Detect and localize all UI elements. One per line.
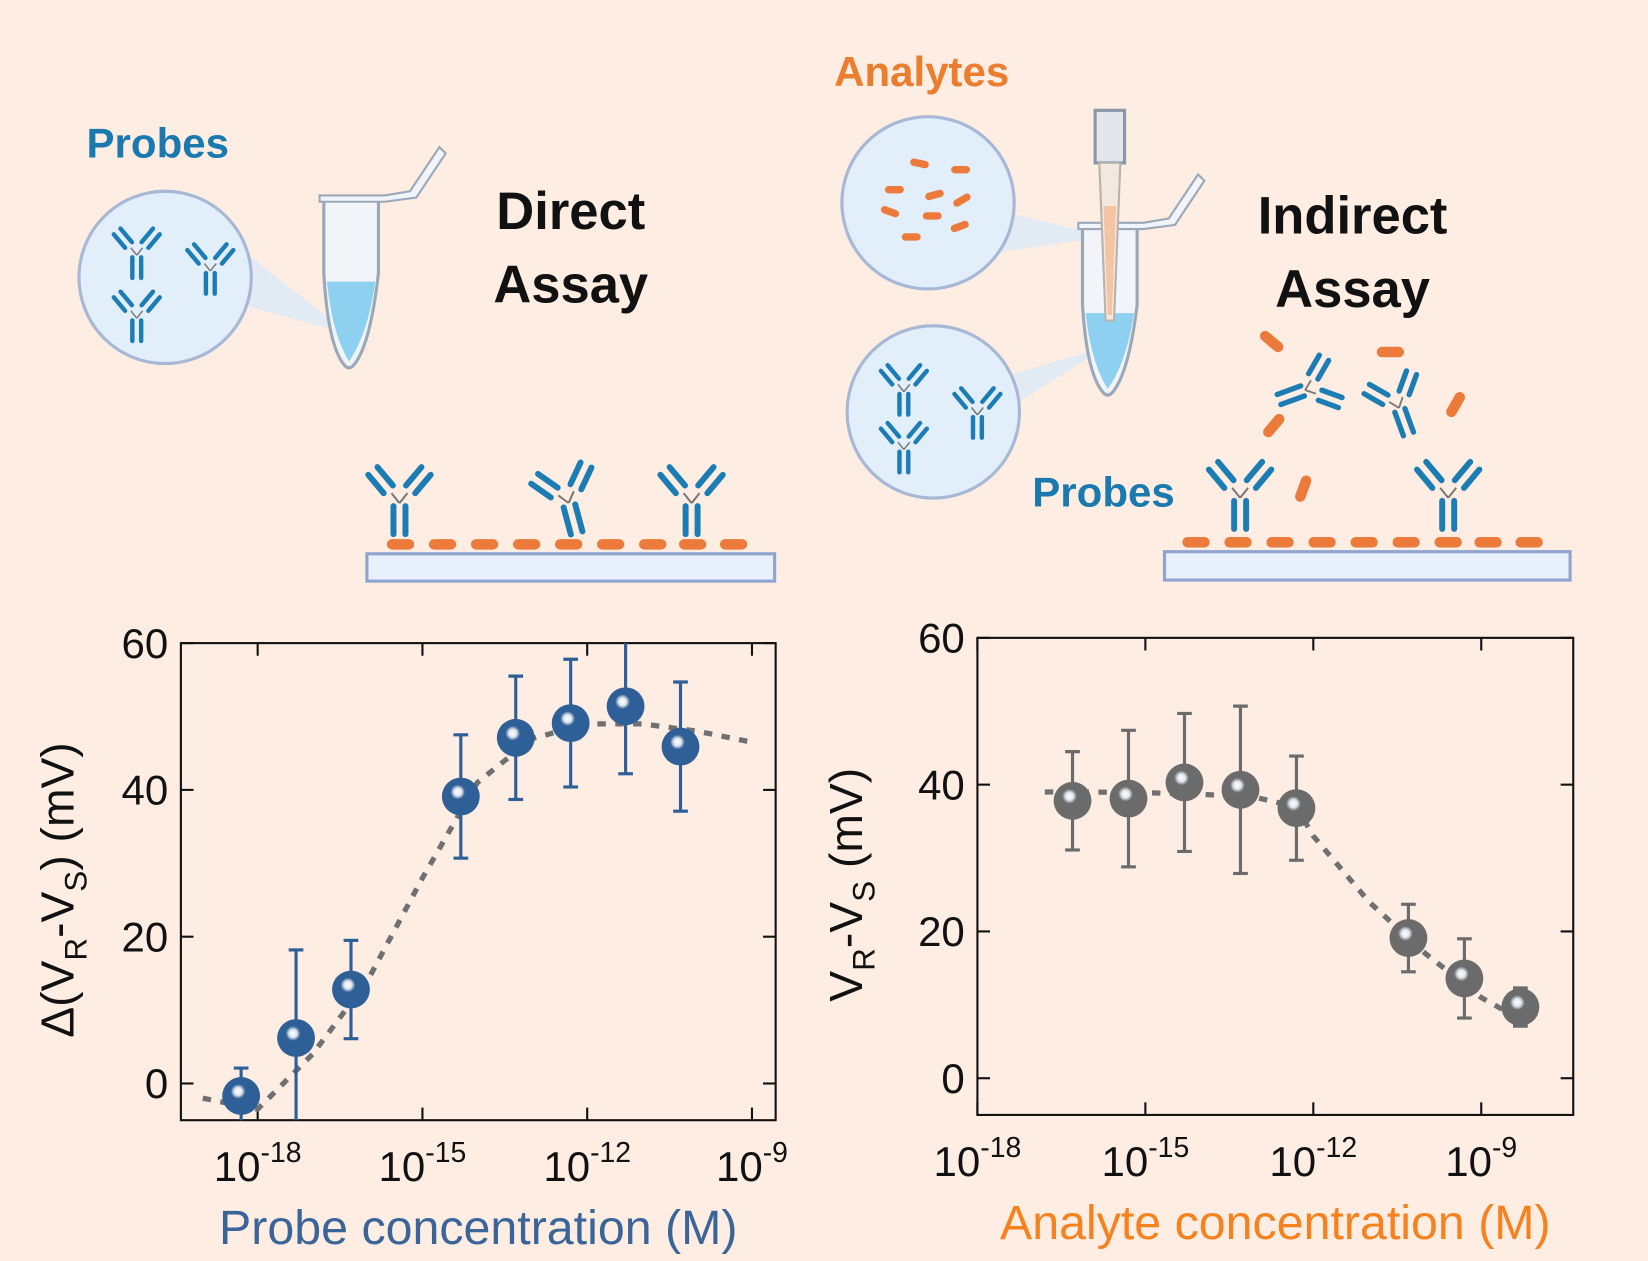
- y-tick-label: 0: [941, 1055, 964, 1102]
- data-point: [662, 728, 700, 766]
- plot-frame: [181, 643, 776, 1120]
- x-tick-exponent: -15: [425, 1137, 466, 1169]
- antibody: [1413, 458, 1484, 532]
- x-tick-base: 10: [1101, 1138, 1148, 1185]
- x-tick-label: 10-9: [716, 1137, 788, 1190]
- tube-cap: [1078, 174, 1204, 229]
- tube-cap: [320, 147, 446, 202]
- x-tick-exponent: -12: [590, 1137, 631, 1169]
- data-point: [1166, 764, 1204, 802]
- substrate: [1164, 552, 1570, 580]
- data-point: [332, 971, 370, 1009]
- x-tick-label: 10-15: [1101, 1132, 1189, 1185]
- data-point: [442, 778, 480, 816]
- y-title-part: ) (mV): [32, 742, 84, 870]
- data-point: [1054, 782, 1092, 820]
- analyte-circle: [842, 117, 1014, 289]
- y-title-part: -V: [32, 892, 84, 938]
- pipette: [1095, 110, 1124, 163]
- data-point: [1222, 771, 1260, 809]
- x-tick-exponent: -18: [261, 1137, 302, 1169]
- probes-label: Probes: [87, 120, 229, 167]
- x-axis-title: Probe concentration (M): [219, 1201, 737, 1255]
- y-tick-label: 60: [122, 620, 169, 667]
- x-tick-label: 10-9: [1445, 1132, 1517, 1185]
- analyte-layer: [387, 539, 747, 550]
- y-tick-label: 60: [918, 615, 965, 662]
- assay-title: Assay: [493, 256, 648, 315]
- data-point: [1501, 988, 1539, 1026]
- data-point: [552, 704, 590, 742]
- probe-circle: [847, 326, 1019, 498]
- y-title-subscript: R: [845, 948, 881, 971]
- data-point: [222, 1077, 260, 1115]
- y-title-part: V: [820, 971, 872, 1002]
- analyte-layer: [1182, 537, 1542, 548]
- x-tick-base: 10: [543, 1143, 590, 1190]
- analytes-label: Analytes: [834, 48, 1009, 95]
- x-axis-title: Analyte concentration (M): [1000, 1196, 1551, 1250]
- x-tick-base: 10: [1269, 1138, 1316, 1185]
- assay-title: Direct: [496, 182, 645, 241]
- y-tick-label: 40: [918, 761, 965, 808]
- x-tick-label: 10-18: [934, 1132, 1022, 1185]
- y-tick-label: 20: [122, 913, 169, 960]
- y-title-part: -V: [820, 902, 872, 948]
- substrate: [367, 554, 775, 581]
- x-tick-label: 10-18: [214, 1137, 302, 1190]
- antibody: [1357, 363, 1439, 447]
- y-title-subscript: R: [57, 938, 93, 961]
- data-point: [497, 719, 535, 757]
- x-tick-exponent: -12: [1316, 1132, 1357, 1164]
- plot-frame: [977, 638, 1573, 1115]
- page: {"illustration": { "direct": {"probes": …: [0, 0, 1648, 1261]
- x-tick-label: 10-12: [543, 1137, 631, 1190]
- y-tick-label: 20: [918, 908, 965, 955]
- x-tick-base: 10: [1445, 1138, 1492, 1185]
- y-axis-title: VR-VS (mV): [820, 768, 882, 1002]
- indirect-illustration: Analytes Indirect Assay Probes: [834, 48, 1570, 580]
- x-tick-base: 10: [934, 1138, 981, 1185]
- direct-illustration: Probes Direct Assay: [79, 120, 775, 581]
- x-tick-exponent: -9: [763, 1137, 788, 1169]
- y-title-subscript: S: [57, 871, 93, 892]
- antibody: [364, 463, 435, 537]
- y-title-part: (mV): [820, 768, 872, 881]
- y-axis-title: Δ(VR-VS) (mV): [32, 742, 94, 1037]
- x-tick-base: 10: [379, 1143, 426, 1190]
- y-tick-label: 0: [145, 1060, 168, 1107]
- antibody: [656, 463, 727, 537]
- antibody: [524, 455, 612, 545]
- x-tick-label: 10-12: [1269, 1132, 1357, 1185]
- data-point: [1110, 780, 1148, 818]
- data-point: [277, 1019, 315, 1057]
- data-point: [1278, 789, 1316, 827]
- assay-title: Assay: [1275, 260, 1430, 319]
- x-tick-exponent: -15: [1148, 1132, 1189, 1164]
- x-tick-base: 10: [214, 1143, 261, 1190]
- assay-title: Indirect: [1258, 186, 1448, 245]
- x-tick-base: 10: [716, 1143, 763, 1190]
- data-point: [1445, 960, 1483, 998]
- data-point: [1389, 919, 1427, 957]
- probes-label: Probes: [1032, 469, 1174, 516]
- y-title-subscript: S: [845, 881, 881, 902]
- x-tick-exponent: -18: [980, 1132, 1021, 1164]
- probe-circle: [79, 191, 251, 363]
- antibody: [1205, 458, 1276, 532]
- x-tick-exponent: -9: [1492, 1132, 1517, 1164]
- y-title-part: Δ(V: [32, 961, 84, 1038]
- data-point: [607, 687, 645, 725]
- y-tick-label: 40: [122, 767, 169, 814]
- x-tick-label: 10-15: [379, 1137, 467, 1190]
- figure: Probes Direct Assay Analytes Indirect As…: [0, 0, 1648, 1261]
